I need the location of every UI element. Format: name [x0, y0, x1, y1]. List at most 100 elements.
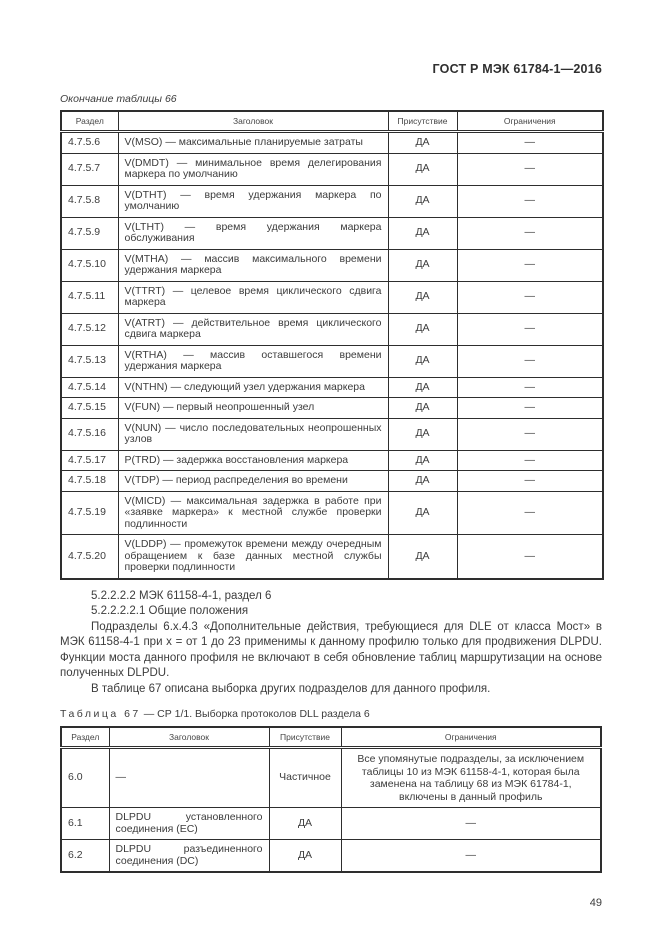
- body-paragraph: В таблице 67 описана выборка других подр…: [91, 682, 491, 695]
- subsection-heading: 5.2.2.2.2 МЭК 61158-4-1, раздел 6: [91, 589, 272, 602]
- cell-restrictions: —: [456, 490, 604, 535]
- table-row: 4.7.5.20 V(LDDP) — промежуток времени меж…: [60, 534, 604, 579]
- table-row: 4.7.5.7 V(DMDT) — минимальное время делег…: [60, 152, 604, 186]
- cell-section: 4.7.5.17: [60, 449, 119, 471]
- cell-restrictions: —: [456, 248, 604, 282]
- cell-restrictions: —: [456, 312, 604, 346]
- table-row: 4.7.5.19 V(MICD) — максимальная задержка …: [60, 490, 604, 535]
- cell-presence: ДА: [387, 248, 458, 282]
- cell-title: DLPDU установленного соединения (EC): [108, 807, 270, 840]
- cell-presence: ДА: [387, 490, 458, 535]
- table-row: 4.7.5.16 V(NUN) — число последовательных …: [60, 417, 604, 451]
- table66-header-row: Раздел Заголовок Присутствие Ограничения: [60, 110, 604, 133]
- table-row: 4.7.5.9 V(LTHT) — время удержания маркера…: [60, 216, 604, 250]
- cell-title: V(TTRT) — целевое время циклического сдв…: [117, 280, 389, 314]
- cell-section: 4.7.5.20: [60, 534, 119, 579]
- cell-restrictions: —: [456, 376, 604, 398]
- cell-title: V(RTHA) — массив оставшегося времени уде…: [117, 344, 389, 378]
- cell-section: 4.7.5.6: [60, 131, 119, 154]
- table66-dll-variables: Раздел Заголовок Присутствие Ограничения…: [60, 110, 604, 580]
- cell-title: V(DTHT) — время удержания маркера по умо…: [117, 184, 389, 218]
- cell-restrictions: —: [456, 449, 604, 471]
- cell-title: DLPDU разъединенного соединения (DC): [108, 839, 270, 873]
- cell-presence: ДА: [387, 216, 458, 250]
- cell-presence: Частичное: [268, 747, 342, 808]
- cell-restrictions: —: [456, 344, 604, 378]
- cell-restrictions: —: [456, 397, 604, 419]
- table-row: 4.7.5.18 V(TDP) — период распределения во…: [60, 470, 604, 492]
- page-number: 49: [589, 897, 602, 909]
- table-row: 6.2 DLPDU разъединенного соединения (DC) Д…: [60, 839, 602, 873]
- cell-section: 6.1: [60, 807, 110, 840]
- cell-section: 4.7.5.14: [60, 376, 119, 398]
- table-row: 4.7.5.17 P(TRD) — задержка восстановления…: [60, 449, 604, 471]
- cell-presence: ДА: [387, 534, 458, 579]
- table66-col-restrictions: Ограничения: [456, 110, 604, 133]
- table-row: 4.7.5.15 V(FUN) — первый неопрошенный узе…: [60, 397, 604, 419]
- cell-title: V(LDDP) — промежуток времени между очере…: [117, 534, 389, 579]
- cell-presence: ДА: [387, 312, 458, 346]
- cell-restrictions: —: [456, 280, 604, 314]
- cell-restrictions: —: [340, 807, 602, 840]
- table66-continuation-label: Окончание таблицы 66: [60, 93, 177, 105]
- table-row: 4.7.5.10 V(MTHA) — массив максимального в…: [60, 248, 604, 282]
- cell-section: 4.7.5.10: [60, 248, 119, 282]
- table-row: 6.1 DLPDU установленного соединения (EC) Д…: [60, 807, 602, 840]
- table-row: 4.7.5.13 V(RTHA) — массив оставшегося вре…: [60, 344, 604, 378]
- table66-body: 4.7.5.6 V(MSO) — максимальные планируемые…: [60, 131, 604, 579]
- body-paragraph: Подразделы 6.x.4.3 «Дополнительные дейст…: [60, 620, 602, 680]
- cell-title: P(TRD) — задержка восстановления маркера: [117, 449, 389, 471]
- table67-dll-protocol-selection: Раздел Заголовок Присутствие Ограничения…: [60, 726, 602, 873]
- cell-section: 4.7.5.11: [60, 280, 119, 314]
- table-row: 4.7.5.14 V(NTHN) — следующий узел удержан…: [60, 376, 604, 398]
- cell-presence: ДА: [387, 417, 458, 451]
- cell-title: V(MSO) — максимальные планируемые затрат…: [117, 131, 389, 154]
- cell-restrictions: —: [456, 152, 604, 186]
- cell-presence: ДА: [387, 344, 458, 378]
- table66-col-section: Раздел: [60, 110, 119, 133]
- cell-presence: ДА: [268, 807, 342, 840]
- cell-title: V(MTHA) — массив максимального времени у…: [117, 248, 389, 282]
- table66-col-title: Заголовок: [117, 110, 389, 133]
- cell-restrictions: —: [456, 470, 604, 492]
- cell-title: V(MICD) — максимальная задержка в работе…: [117, 490, 389, 535]
- cell-presence: ДА: [387, 397, 458, 419]
- cell-restrictions: —: [340, 839, 602, 873]
- table67-caption: Таблица 67 — СР 1/1. Выборка протоколов …: [60, 708, 602, 720]
- table67-caption-label: Таблица 67: [60, 708, 141, 720]
- cell-section: 4.7.5.9: [60, 216, 119, 250]
- cell-section: 4.7.5.7: [60, 152, 119, 186]
- document-page: ГОСТ Р МЭК 61784-1—2016 Окончание таблиц…: [60, 0, 604, 909]
- cell-title: V(LTHT) — время удержания маркера обслуж…: [117, 216, 389, 250]
- cell-title: V(NUN) — число последовательных неопроше…: [117, 417, 389, 451]
- cell-presence: ДА: [387, 449, 458, 471]
- table66-col-presence: Присутствие: [387, 110, 458, 133]
- cell-restrictions: —: [456, 184, 604, 218]
- cell-restrictions: —: [456, 534, 604, 579]
- cell-section: 4.7.5.8: [60, 184, 119, 218]
- table-row: 4.7.5.6 V(MSO) — максимальные планируемые…: [60, 131, 604, 154]
- cell-restrictions: —: [456, 131, 604, 154]
- cell-section: 6.0: [60, 747, 110, 808]
- cell-presence: ДА: [387, 470, 458, 492]
- table67-col-section: Раздел: [60, 726, 110, 749]
- table-row: 4.7.5.12 V(ATRT) — действительное время ц…: [60, 312, 604, 346]
- cell-section: 4.7.5.15: [60, 397, 119, 419]
- cell-presence: ДА: [387, 280, 458, 314]
- cell-section: 4.7.5.12: [60, 312, 119, 346]
- standard-designation: ГОСТ Р МЭК 61784-1—2016: [432, 62, 602, 76]
- cell-title: V(FUN) — первый неопрошенный узел: [117, 397, 389, 419]
- cell-restrictions: Все упомянутые подразделы, за исключение…: [340, 747, 602, 808]
- table67-caption-text: — СР 1/1. Выборка протоколов DLL раздела…: [140, 708, 370, 720]
- cell-presence: ДА: [268, 839, 342, 873]
- table-row: 4.7.5.11 V(TTRT) — целевое время цикличес…: [60, 280, 604, 314]
- table67-body: 6.0— Частичное Все упомянутые подразделы, …: [60, 747, 602, 873]
- table67-header-row: Раздел Заголовок Присутствие Ограничения: [60, 726, 602, 749]
- cell-section: 4.7.5.13: [60, 344, 119, 378]
- cell-section: 6.2: [60, 839, 110, 873]
- table-row: 6.0— Частичное Все упомянутые подразделы, …: [60, 747, 602, 808]
- cell-restrictions: —: [456, 417, 604, 451]
- cell-title: —: [108, 747, 270, 808]
- cell-title: V(DMDT) — минимальное время делегировани…: [117, 152, 389, 186]
- cell-section: 4.7.5.16: [60, 417, 119, 451]
